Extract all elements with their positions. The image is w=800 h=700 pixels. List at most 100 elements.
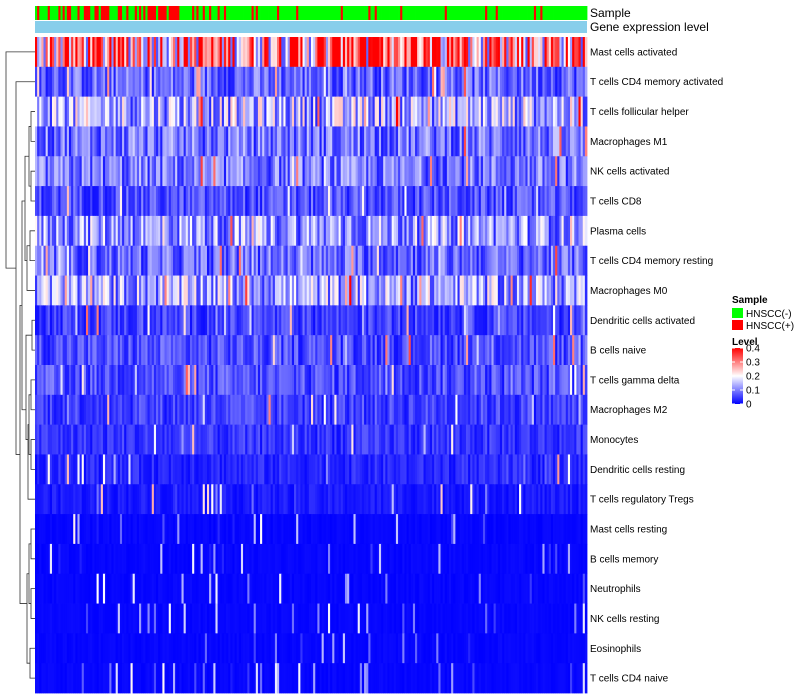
- heatmap-cell: [383, 424, 386, 455]
- heatmap-cell: [516, 454, 520, 485]
- heatmap-cell: [136, 573, 140, 604]
- heatmap-cell: [100, 454, 104, 485]
- heatmap-cell: [376, 543, 380, 575]
- heatmap-cell: [584, 96, 588, 127]
- heatmap-cell: [90, 573, 93, 604]
- heatmap-cell: [145, 514, 148, 545]
- heatmap-cell: [542, 394, 545, 426]
- sample-annotation-cell: [300, 6, 303, 20]
- heatmap-cell: [506, 245, 509, 276]
- sample-annotation-cell: [470, 6, 473, 20]
- heatmap-cell: [425, 394, 429, 426]
- heatmap-cell: [529, 186, 533, 217]
- heatmap-cell: [234, 275, 238, 306]
- heatmap-cell: [355, 543, 359, 575]
- heatmap-cell: [60, 245, 63, 276]
- heatmap-cell: [361, 335, 365, 366]
- heatmap-cell: [230, 126, 233, 157]
- heatmap-cell: [128, 543, 131, 575]
- heatmap-cell: [92, 365, 95, 396]
- heatmap-cell: [436, 275, 439, 306]
- heatmap-cell: [51, 365, 55, 396]
- heatmap-cell: [578, 335, 582, 366]
- heatmap-cell: [164, 96, 168, 127]
- heatmap-cell: [580, 66, 584, 98]
- heatmap-cell: [166, 394, 170, 426]
- heatmap-cell: [523, 543, 526, 575]
- heatmap-cell: [565, 156, 569, 187]
- heatmap-cell: [451, 275, 454, 306]
- heatmap-cell: [285, 484, 289, 515]
- heatmap-cell: [536, 484, 539, 515]
- heatmap-cell: [177, 156, 180, 187]
- heatmap-cell: [370, 37, 373, 68]
- heatmap-cell: [546, 305, 550, 336]
- heatmap-cell: [472, 156, 475, 187]
- heatmap-cell: [39, 96, 42, 127]
- heatmap-cell: [489, 66, 492, 98]
- heatmap-cell: [555, 365, 558, 396]
- heatmap-cell: [381, 484, 384, 515]
- heatmap-cell: [43, 484, 47, 515]
- heatmap-cell: [279, 394, 282, 426]
- heatmap-cell: [206, 365, 210, 396]
- heatmap-cell: [319, 305, 323, 336]
- heatmap-cell: [206, 543, 210, 575]
- heatmap-cell: [323, 454, 327, 485]
- heatmap-cell: [340, 365, 344, 396]
- heatmap-cell: [153, 275, 157, 306]
- heatmap-cell: [351, 514, 354, 545]
- heatmap-cell: [215, 394, 218, 426]
- heatmap-cell: [145, 424, 148, 455]
- heatmap-cell: [321, 454, 325, 485]
- heatmap-cell: [463, 305, 467, 336]
- heatmap-cell: [332, 156, 335, 187]
- heatmap-cell: [37, 96, 40, 127]
- heatmap-cell: [349, 484, 352, 515]
- heatmap-cell: [92, 454, 95, 485]
- heatmap-cell: [423, 126, 427, 157]
- heatmap-cell: [251, 335, 255, 366]
- heatmap-cell: [298, 335, 301, 366]
- heatmap-cell: [419, 96, 422, 127]
- sample-annotation-bar: [35, 6, 588, 20]
- heatmap-cell: [313, 484, 316, 515]
- heatmap-cell: [196, 245, 199, 276]
- heatmap-cell: [62, 514, 66, 545]
- heatmap-cell: [376, 96, 380, 127]
- heatmap-cell: [533, 335, 537, 366]
- heatmap-cell: [109, 454, 112, 485]
- heatmap-cell: [49, 275, 53, 306]
- heatmap-cell: [319, 514, 323, 545]
- heatmap-cell: [523, 37, 526, 68]
- heatmap-cell: [45, 543, 49, 575]
- heatmap-cell: [179, 156, 182, 187]
- heatmap-cell: [468, 394, 471, 426]
- sample-annotation-cell: [285, 6, 289, 20]
- heatmap-cell: [249, 394, 252, 426]
- heatmap-cell: [92, 394, 95, 426]
- heatmap-cell: [308, 66, 312, 98]
- heatmap-cell: [330, 543, 333, 575]
- heatmap-cell: [136, 275, 140, 306]
- heatmap-cell: [565, 215, 569, 247]
- heatmap-cell: [514, 335, 518, 366]
- heatmap-cell: [58, 37, 61, 68]
- heatmap-cell: [262, 484, 265, 515]
- sample-annotation-cell: [117, 6, 121, 20]
- heatmap-cell: [173, 335, 176, 366]
- sample-annotation-cell: [274, 6, 278, 20]
- heatmap-cell: [177, 126, 180, 157]
- heatmap-cell: [406, 543, 410, 575]
- heatmap-cell: [166, 156, 170, 187]
- heatmap-cell: [77, 156, 80, 187]
- heatmap-cell: [578, 365, 582, 396]
- heatmap-cell: [446, 365, 450, 396]
- heatmap-cell: [81, 424, 85, 455]
- heatmap-cell: [43, 514, 47, 545]
- heatmap-cell: [344, 245, 348, 276]
- heatmap-cell: [521, 514, 524, 545]
- heatmap-cell: [387, 335, 390, 366]
- heatmap-cell: [85, 186, 89, 217]
- heatmap-cell: [139, 186, 142, 217]
